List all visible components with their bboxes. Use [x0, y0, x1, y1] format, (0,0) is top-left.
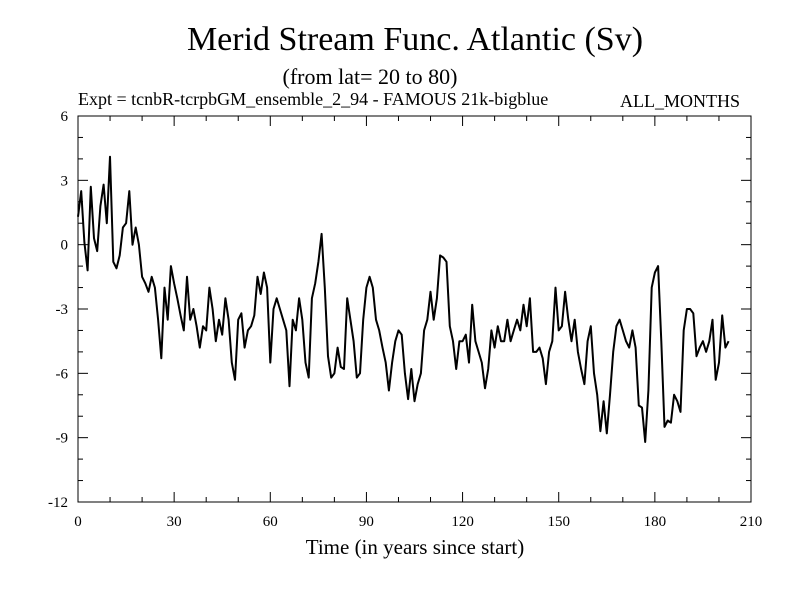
- chart-title: Merid Stream Func. Atlantic (Sv): [186, 21, 644, 58]
- x-tick-label: 180: [644, 514, 667, 530]
- y-tick-label: 3: [61, 173, 69, 189]
- experiment-label: Expt = tcnbR-tcrpbGM_ensemble_2_94 - FAM…: [78, 89, 549, 109]
- x-tick-label: 0: [74, 514, 82, 530]
- chart-subtitle: (from lat= 20 to 80): [282, 64, 458, 89]
- y-tick-label: 6: [61, 109, 69, 125]
- y-tick-label: 0: [61, 238, 69, 254]
- x-tick-label: 150: [547, 514, 570, 530]
- y-tick-label: -12: [48, 495, 68, 511]
- plot-frame: [77, 115, 752, 503]
- x-tick-label: 120: [451, 514, 474, 530]
- y-tick-label: -3: [56, 302, 69, 318]
- y-tick-label: -9: [56, 431, 69, 447]
- x-axis-label: Time (in years since start): [306, 535, 525, 559]
- x-tick-label: 60: [263, 514, 278, 530]
- y-tick-label: -6: [56, 366, 69, 382]
- x-tick-label: 30: [167, 514, 182, 530]
- x-tick-label: 90: [359, 514, 374, 530]
- period-label: ALL_MONTHS: [620, 91, 740, 111]
- x-tick-label: 210: [740, 514, 763, 530]
- series-line: [77, 155, 730, 443]
